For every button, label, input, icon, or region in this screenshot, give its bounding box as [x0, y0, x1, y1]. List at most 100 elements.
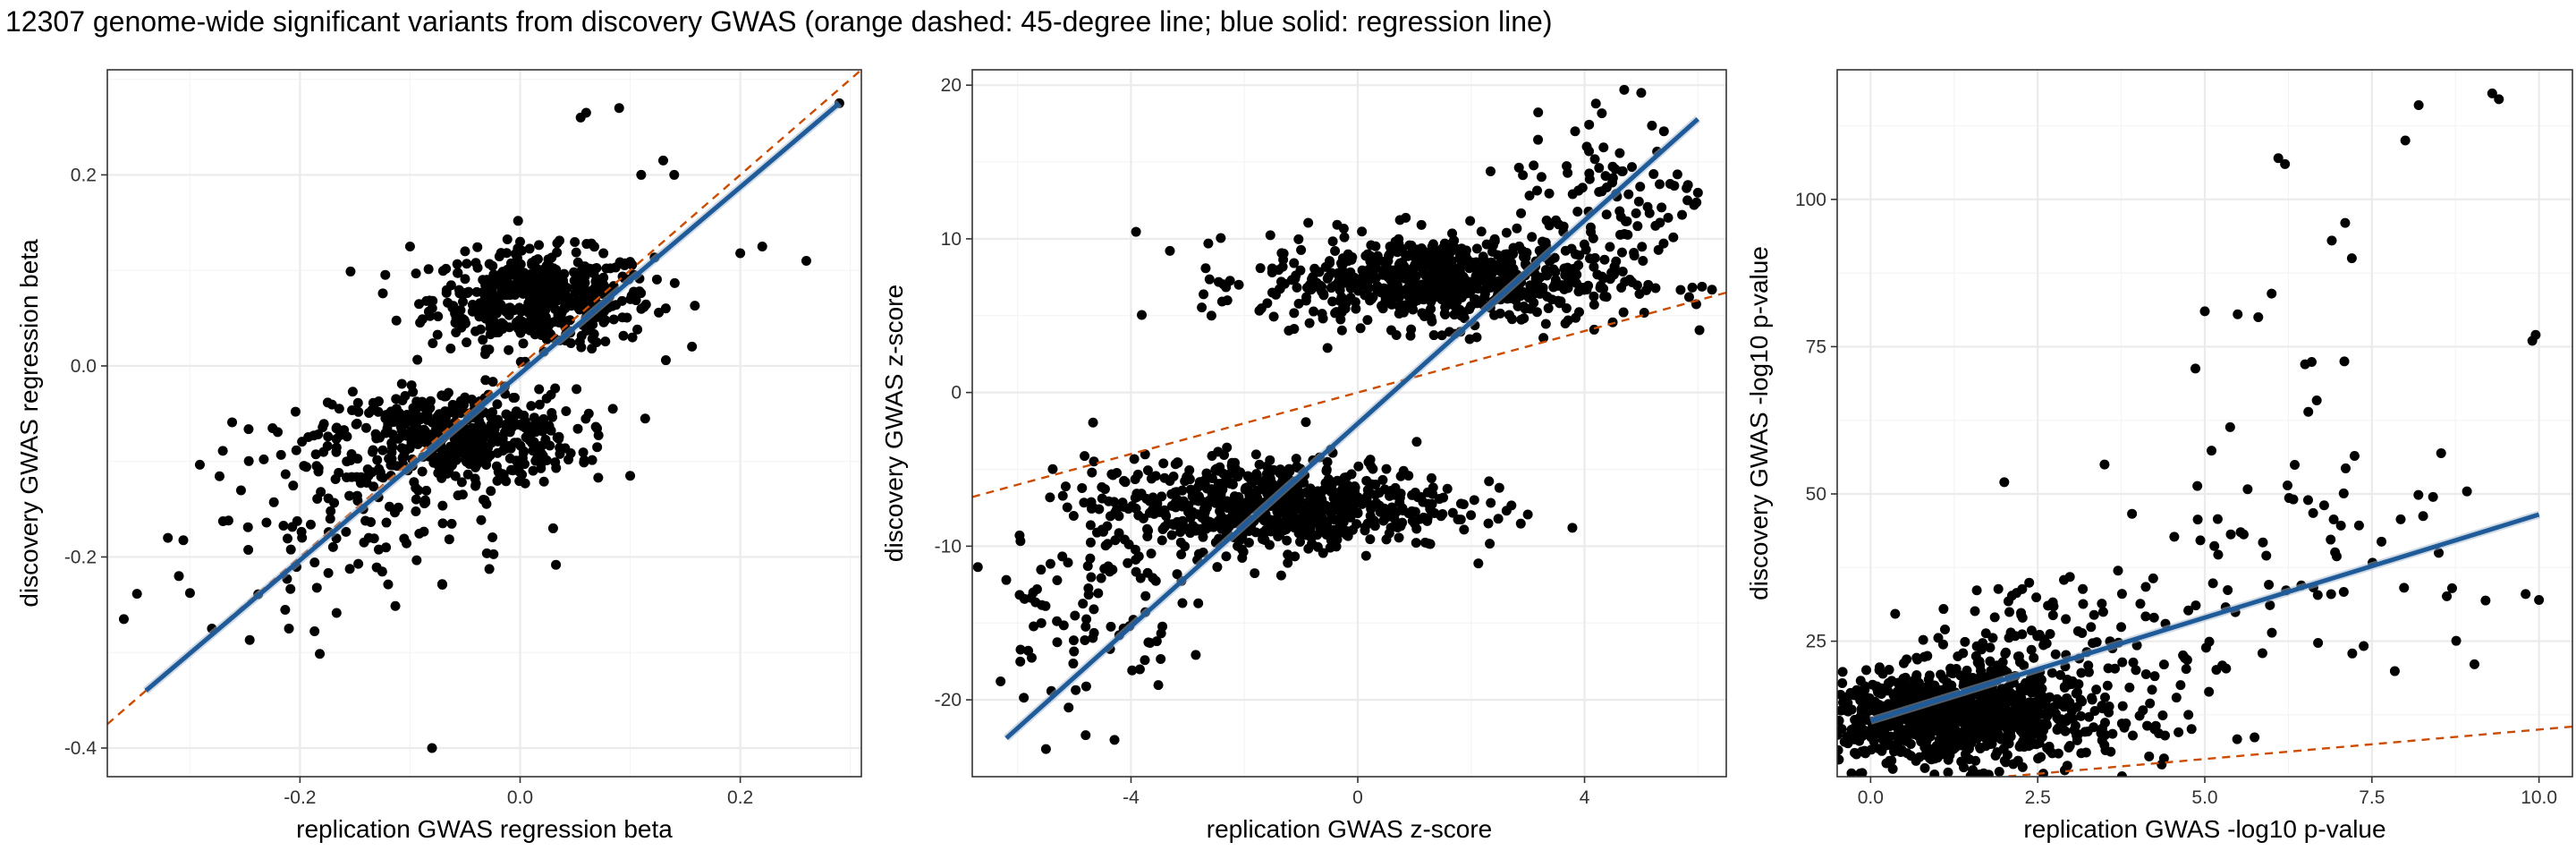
data-point: [2024, 577, 2035, 588]
data-point: [1563, 315, 1573, 326]
data-point: [1479, 292, 1490, 302]
data-point: [1472, 284, 1483, 294]
data-point: [1558, 221, 1569, 232]
data-point: [2104, 702, 2114, 712]
data-point: [1470, 294, 1481, 305]
data-point: [1929, 680, 1940, 691]
data-point: [504, 302, 514, 313]
data-point: [1207, 488, 1217, 498]
data-point: [1265, 230, 1275, 241]
data-point: [1636, 88, 1647, 98]
data-point: [389, 507, 400, 518]
data-point: [1275, 570, 1286, 581]
data-point: [1473, 558, 1484, 569]
data-point: [2192, 515, 2203, 525]
data-point: [377, 445, 388, 455]
data-point: [421, 485, 432, 496]
data-point: [373, 406, 384, 417]
data-point: [588, 319, 598, 330]
data-point: [2072, 625, 2083, 636]
data-point: [486, 420, 496, 430]
data-point: [2010, 707, 2021, 718]
data-point: [1516, 208, 1527, 218]
data-point: [555, 235, 565, 246]
data-point: [1060, 481, 1071, 492]
data-point: [1455, 498, 1466, 509]
data-point: [601, 263, 612, 274]
data-point: [1894, 681, 1905, 692]
data-point: [476, 515, 487, 525]
data-point: [1212, 562, 1223, 573]
data-point: [2413, 100, 2424, 110]
data-point: [1415, 251, 1426, 262]
data-point: [415, 318, 426, 328]
data-point: [574, 336, 585, 347]
data-point: [484, 409, 495, 420]
data-point: [2359, 641, 2369, 651]
data-point: [1131, 566, 1141, 577]
data-point: [2069, 725, 2080, 736]
data-point: [2078, 583, 2089, 594]
data-point: [414, 299, 425, 310]
data-point: [1150, 575, 1161, 586]
data-point: [735, 248, 746, 259]
data-point: [1855, 768, 1866, 777]
data-point: [1942, 677, 1953, 688]
data-point: [1157, 535, 1167, 546]
data-point: [1589, 154, 1600, 165]
data-point: [1321, 529, 1332, 540]
data-point: [1251, 485, 1262, 496]
data-point: [2428, 491, 2438, 502]
data-point: [517, 276, 528, 287]
data-point: [1658, 126, 1669, 137]
data-point: [517, 418, 528, 429]
data-point: [1638, 256, 1648, 267]
data-point: [1146, 473, 1157, 484]
data-point: [442, 409, 453, 420]
data-point: [1304, 318, 1315, 328]
data-point: [475, 324, 486, 335]
data-point: [1428, 330, 1439, 341]
data-point: [1422, 487, 1433, 498]
data-point: [1391, 487, 1402, 498]
data-point: [2284, 493, 2294, 504]
data-point: [2080, 747, 2091, 758]
x-tick-label: -0.2: [284, 787, 316, 808]
data-point: [1078, 599, 1089, 609]
data-point: [2124, 682, 2135, 693]
data-point: [2144, 751, 2155, 761]
data-point: [1170, 459, 1181, 470]
data-point: [2400, 135, 2411, 146]
data-point: [1368, 292, 1378, 302]
data-point: [2258, 537, 2268, 548]
data-point: [493, 414, 504, 425]
data-point: [428, 338, 438, 349]
data-point: [352, 397, 363, 408]
data-point: [1877, 683, 1887, 693]
data-point: [598, 248, 609, 259]
data-point: [487, 377, 498, 387]
data-point: [417, 466, 428, 477]
data-point: [1239, 504, 1250, 515]
data-point: [280, 469, 291, 480]
data-point: [1106, 621, 1116, 632]
data-point: [1964, 707, 1975, 718]
data-point: [442, 468, 453, 479]
data-point: [529, 323, 539, 334]
data-point: [402, 410, 412, 421]
data-point: [1887, 763, 1898, 774]
data-point: [2169, 532, 2180, 542]
data-point: [223, 515, 233, 526]
data-point: [1597, 108, 1607, 119]
data-point: [541, 393, 552, 404]
y-tick-label: 75: [1806, 336, 1826, 357]
data-point: [1157, 524, 1168, 535]
data-point: [2238, 529, 2249, 540]
data-point: [1919, 762, 1930, 773]
data-point: [318, 419, 329, 430]
data-point: [1311, 495, 1322, 506]
data-point: [313, 429, 324, 439]
data-point: [513, 216, 523, 226]
data-point: [1534, 273, 1545, 284]
data-point: [1052, 616, 1063, 626]
